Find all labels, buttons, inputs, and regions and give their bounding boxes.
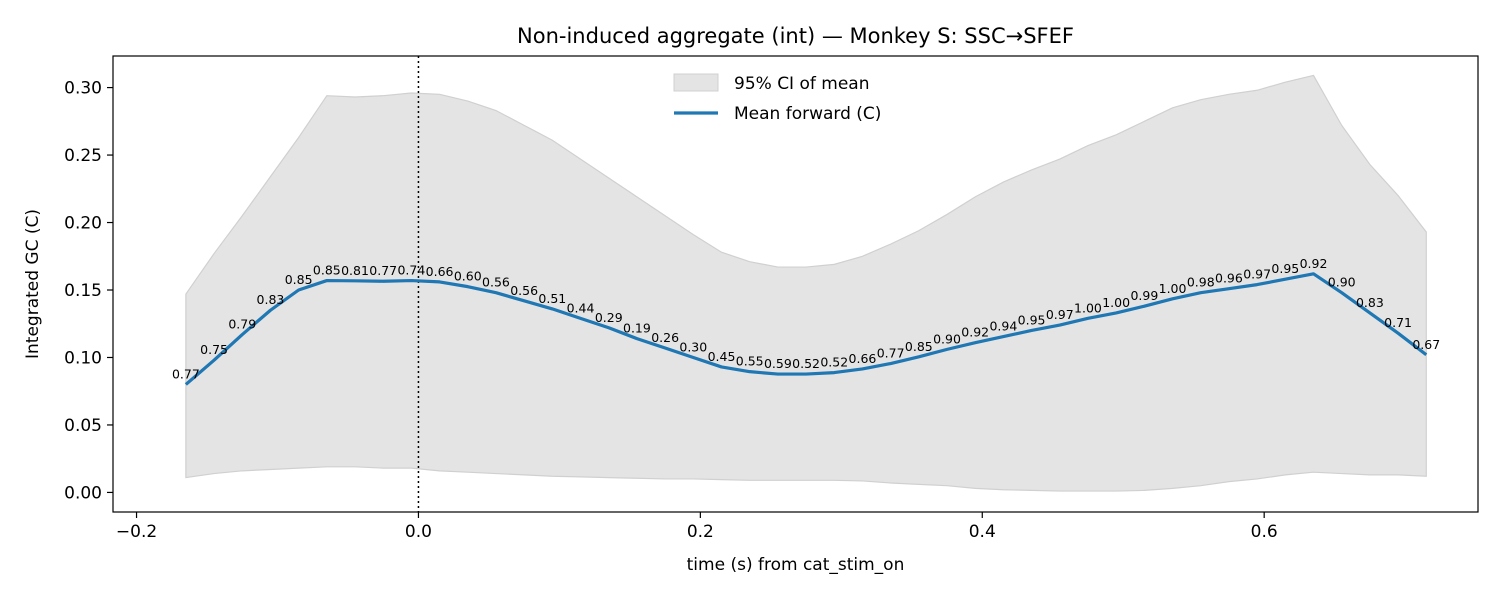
- data-label: 0.67: [1412, 337, 1440, 352]
- data-label: 0.90: [933, 331, 961, 346]
- legend-label: 95% CI of mean: [734, 74, 869, 94]
- data-label: 0.59: [764, 356, 792, 371]
- y-tick-label: 0.10: [64, 348, 102, 368]
- x-tick-label: 0.6: [1251, 522, 1278, 542]
- data-label: 0.45: [708, 349, 736, 364]
- data-label: 0.83: [1356, 295, 1384, 310]
- data-label: 1.00: [1074, 300, 1102, 315]
- data-label: 0.94: [989, 319, 1017, 334]
- plot-frame: [112, 55, 1479, 513]
- data-label: 0.66: [426, 264, 454, 279]
- data-label: 0.29: [595, 310, 623, 325]
- data-label: 0.30: [679, 339, 707, 354]
- data-label: 0.85: [285, 272, 313, 287]
- x-tick-label: −0.2: [116, 522, 157, 542]
- legend-swatch-ci: [673, 73, 719, 92]
- y-tick-label: 0.30: [64, 79, 102, 99]
- y-axis-label: Integrated GC (C): [23, 209, 43, 359]
- data-label: 0.26: [651, 330, 679, 345]
- data-label: 0.52: [820, 355, 848, 370]
- x-tick-label: 0.2: [687, 522, 714, 542]
- data-label: 0.77: [877, 346, 905, 361]
- legend: 95% CI of mean Mean forward (C): [673, 73, 881, 124]
- data-label: 0.95: [1271, 261, 1299, 276]
- data-label: 0.90: [1328, 275, 1356, 290]
- data-label: 0.77: [369, 263, 397, 278]
- data-label: 0.19: [623, 321, 651, 336]
- x-axis-ticks: −0.2 0.0 0.2 0.4 0.6: [116, 512, 1278, 542]
- y-tick-label: 0.00: [64, 483, 102, 503]
- x-axis-label: time (s) from cat_stim_on: [687, 555, 905, 575]
- data-label: 0.85: [905, 339, 933, 354]
- data-label: 0.75: [200, 342, 228, 357]
- chart-title: Non-induced aggregate (int) — Monkey S: …: [517, 24, 1074, 48]
- data-label: 0.95: [1018, 312, 1046, 327]
- x-tick-label: 0.0: [405, 522, 432, 542]
- data-label: 0.56: [482, 275, 510, 290]
- data-label: 0.92: [1300, 256, 1328, 271]
- y-tick-label: 0.05: [64, 416, 102, 436]
- data-label: 0.51: [538, 291, 566, 306]
- data-label: 0.66: [849, 351, 877, 366]
- data-label: 0.97: [1046, 307, 1074, 322]
- series-line-layer: [184, 272, 1428, 386]
- data-label: 0.74: [397, 263, 425, 278]
- data-label: 0.79: [228, 317, 256, 332]
- y-tick-label: 0.20: [64, 214, 102, 234]
- data-label: 0.83: [257, 292, 285, 307]
- data-label: 0.71: [1384, 315, 1412, 330]
- data-label: 0.77: [172, 366, 200, 381]
- data-label: 1.00: [1102, 295, 1130, 310]
- data-label: 0.96: [1215, 271, 1243, 286]
- data-label: 0.81: [341, 263, 369, 278]
- data-label: 0.98: [1187, 275, 1215, 290]
- ci-band-area: [185, 74, 1427, 492]
- data-label: 0.92: [961, 325, 989, 340]
- x-tick-label: 0.4: [969, 522, 996, 542]
- data-label: 0.99: [1130, 288, 1158, 303]
- data-label: 0.97: [1243, 267, 1271, 282]
- data-label: 0.55: [736, 354, 764, 369]
- legend-label: Mean forward (C): [734, 104, 881, 124]
- y-tick-label: 0.15: [64, 281, 102, 301]
- ci-band-layer: [185, 74, 1427, 492]
- data-label: 1.00: [1159, 281, 1187, 296]
- data-label: 0.85: [313, 263, 341, 278]
- data-label: 0.56: [510, 283, 538, 298]
- data-label: 0.60: [454, 269, 482, 284]
- data-label-layer: 0.770.750.790.830.850.85 0.81 0.77 0.74 0.66…: [172, 256, 1440, 382]
- y-tick-label: 0.25: [64, 146, 102, 166]
- data-label: 0.44: [567, 300, 595, 315]
- data-label: 0.52: [792, 356, 820, 371]
- y-axis-ticks: 0.00 0.05 0.10 0.15 0.20 0.25 0.30: [64, 79, 113, 503]
